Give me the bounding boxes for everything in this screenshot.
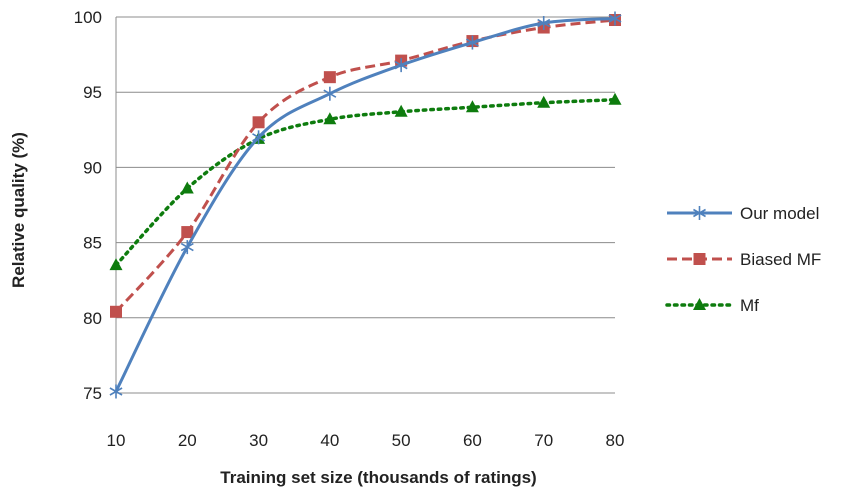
data-point [109,258,123,271]
x-tick-label: 50 [392,431,411,450]
data-point [110,305,122,318]
legend-swatch-marker [693,206,706,220]
x-tick-label: 80 [606,431,625,450]
marker-stroke [323,89,337,98]
legend-swatch-marker [693,253,706,265]
series-biased-mf [110,14,621,318]
marker-stroke [693,208,706,218]
legend-item-mf: Mf [665,296,759,315]
tick-labels: 75 80 85 90 95 100 10 20 30 40 50 60 70 80 [74,8,625,450]
legend: Our model Biased MF Mf [665,204,821,315]
series-line [114,18,616,313]
data-point [323,86,337,101]
series-mf [109,92,622,271]
series-lines [109,11,622,399]
legend-item-our-model: Our model [667,204,819,223]
y-tick-label: 100 [74,8,102,27]
x-axis-title: Training set size (thousands of ratings) [220,468,536,487]
marker-stroke [252,133,266,142]
series-line [114,17,616,393]
legend-label: Our model [740,204,819,223]
marker-stroke [109,387,123,396]
legend-label: Biased MF [740,250,821,269]
data-point [465,100,479,113]
data-point [181,226,194,239]
y-tick-label: 80 [83,309,102,328]
data-point [180,181,194,194]
x-tick-label: 40 [320,431,339,450]
x-tick-label: 20 [178,431,197,450]
axes [115,17,615,394]
data-point [608,92,622,105]
data-point [109,384,123,399]
y-axis-title: Relative quality (%) [9,132,28,288]
y-tick-label: 90 [83,158,102,177]
data-point [180,240,194,255]
x-tick-label: 10 [107,431,126,450]
data-point [465,35,479,50]
data-point [323,112,337,125]
marker-stroke [180,242,194,252]
data-point [323,71,336,84]
marker-stroke [465,38,479,47]
x-tick-label: 60 [463,431,482,450]
x-tick-label: 30 [249,431,268,450]
data-point [394,104,408,117]
legend-label: Mf [740,296,759,315]
data-point [608,11,622,26]
data-point [252,116,265,129]
marker-stroke [537,18,551,28]
marker-stroke [394,60,408,70]
data-point [394,58,408,73]
series-our-model [109,11,622,399]
gridlines [116,16,615,394]
marker-stroke [608,14,622,23]
data-point [252,130,266,145]
legend-swatch-marker [693,298,706,310]
y-tick-label: 85 [83,234,102,253]
y-tick-label: 75 [83,384,102,403]
data-point [537,95,551,108]
x-tick-label: 70 [534,431,553,450]
data-point [537,16,551,31]
y-tick-label: 95 [83,83,102,102]
legend-item-biased-mf: Biased MF [667,250,821,269]
